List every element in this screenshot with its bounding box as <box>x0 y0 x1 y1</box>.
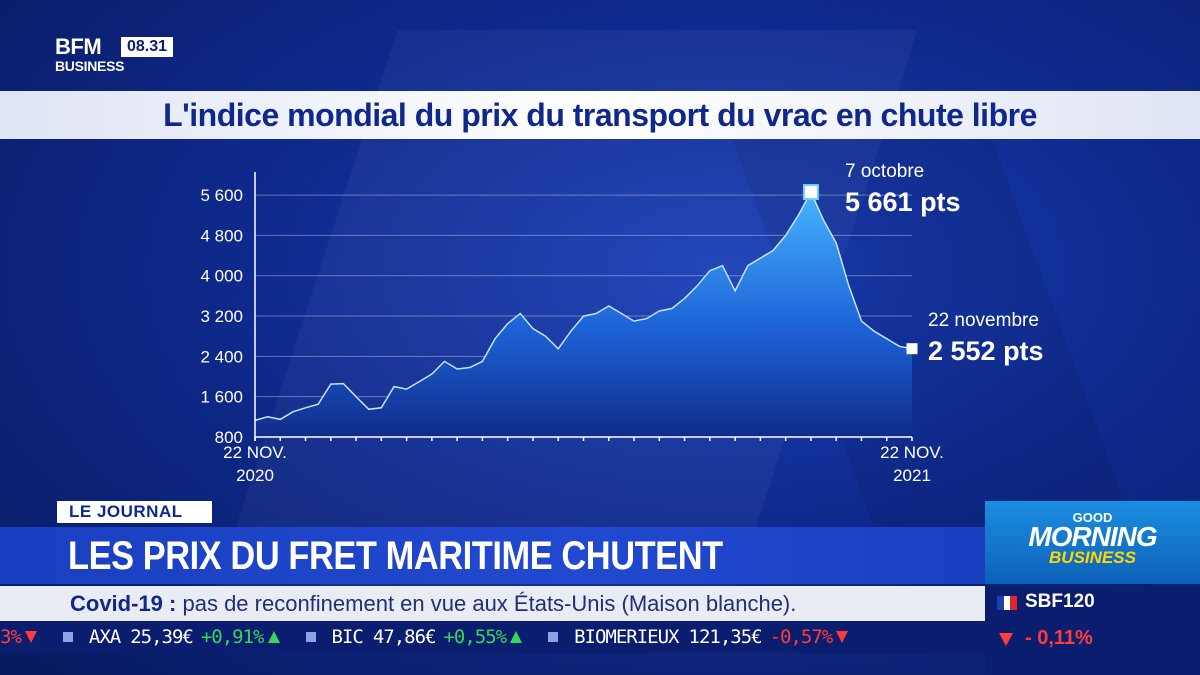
clock-time: 08.31 <box>121 37 174 57</box>
y-tick-label: 4 800 <box>200 226 243 245</box>
stock-symbol: BIC <box>331 626 364 648</box>
stock-price: 25,39€ <box>130 626 194 648</box>
stock-price: 47,86€ <box>372 626 437 648</box>
stock-change: 3% <box>0 626 22 648</box>
y-tick-label: 2 400 <box>200 347 243 366</box>
y-tick-label: 4 000 <box>200 267 243 286</box>
program-business: BUSINESS <box>1049 548 1136 567</box>
section-tag: LE JOURNAL <box>57 501 212 523</box>
down-arrow-icon <box>836 631 849 643</box>
x-start-label-line2: 2020 <box>236 466 274 485</box>
logo-bfm-text: BFM <box>55 34 102 59</box>
program-good: GOOD <box>1072 510 1113 525</box>
down-arrow-icon <box>24 631 37 643</box>
separator-icon <box>305 632 316 642</box>
peak-date-label: 7 octobre <box>845 161 924 182</box>
stock-symbol: AXA <box>88 626 121 648</box>
headline: LES PRIX DU FRET MARITIME CHUTENT <box>68 534 723 578</box>
page-title: L'indice mondial du prix du transport du… <box>163 96 1037 133</box>
stock-ticker: 3% AXA 25,39€ +0,91% BIC 47,86€ +0,55% B… <box>0 621 985 653</box>
x-end-label-line1: 22 NOV. <box>880 443 944 462</box>
separator-icon <box>548 632 559 642</box>
stock-item: AXA 25,39€ +0,91% <box>89 626 280 648</box>
y-tick-label: 5 600 <box>200 186 243 205</box>
index-box: SBF120 - 0,11% <box>985 586 1200 675</box>
separator-icon <box>62 632 73 642</box>
series-area <box>255 192 912 437</box>
title-banner: L'indice mondial du prix du transport du… <box>0 91 1200 139</box>
annotation-markers <box>802 184 918 355</box>
x-start-label-line1: 22 NOV. <box>223 443 287 462</box>
y-axis-ticks: 5 600 4 800 4 000 3 200 2 400 1 600 800 <box>200 186 243 447</box>
logo-business-text: BUSINESS <box>55 58 125 74</box>
stock-item: 3% <box>0 626 37 648</box>
peak-value-label: 5 661 pts <box>845 187 961 217</box>
french-flag-icon <box>997 596 1018 610</box>
index-change: - 0,11% <box>1025 627 1093 649</box>
latest-date-label: 22 novembre <box>928 310 1039 331</box>
news-text: pas de reconfinement en vue aux États-Un… <box>182 591 797 616</box>
channel-logo: BFM BUSINESS 08.31 <box>55 36 190 78</box>
stock-symbol: BIOMERIEUX <box>574 626 679 648</box>
down-arrow-icon <box>999 633 1013 646</box>
up-arrow-icon <box>267 631 280 643</box>
y-tick-label: 800 <box>215 428 243 447</box>
stock-change: +0,91% <box>200 626 265 648</box>
y-tick-label: 1 600 <box>200 388 243 407</box>
stock-change: -0,57% <box>769 626 834 648</box>
chart-axes <box>254 172 913 441</box>
x-end-label-line2: 2021 <box>893 466 931 485</box>
annotation-marker <box>802 184 819 201</box>
annotation-marker <box>906 343 918 355</box>
news-topic: Covid-19 : <box>70 591 177 616</box>
latest-value-label: 2 552 pts <box>928 336 1044 366</box>
index-name: SBF120 <box>1025 591 1095 612</box>
stock-item: BIC 47,86€ +0,55% <box>332 626 523 648</box>
headline-bar: LES PRIX DU FRET MARITIME CHUTENT <box>0 527 985 584</box>
stock-price: 121,35€ <box>688 626 763 648</box>
stock-change: +0,55% <box>443 626 507 648</box>
up-arrow-icon <box>510 631 523 643</box>
y-tick-label: 3 200 <box>200 307 243 326</box>
series-line <box>254 190 913 422</box>
stock-item: BIOMERIEUX 121,35€ -0,57% <box>574 626 849 648</box>
program-badge: GOOD MORNING BUSINESS <box>985 501 1200 584</box>
news-ticker: Covid-19 : pas de reconfinement en vue a… <box>0 586 985 621</box>
program-morning: MORNING <box>1028 521 1157 552</box>
